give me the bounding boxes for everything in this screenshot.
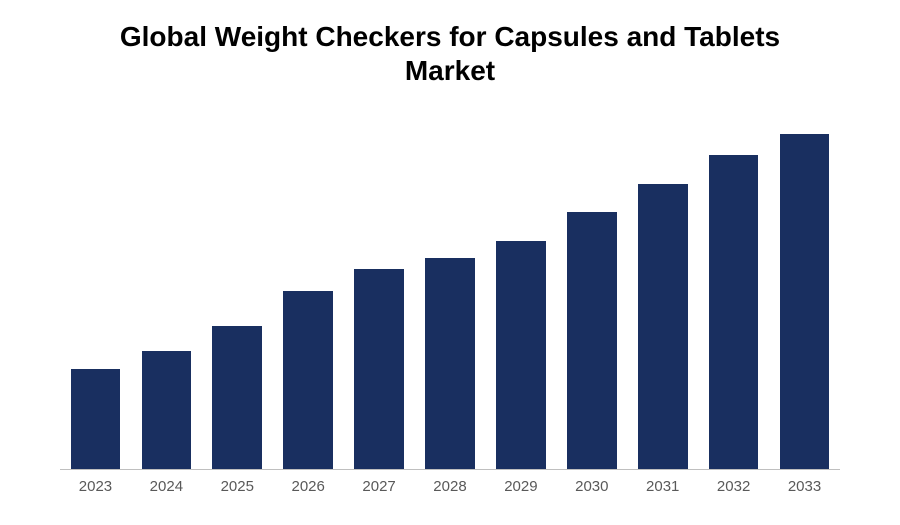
bar-2028 [425, 258, 475, 469]
x-label: 2023 [60, 478, 131, 495]
x-label: 2027 [344, 478, 415, 495]
bar-2027 [354, 269, 404, 469]
x-label: 2033 [769, 478, 840, 495]
x-label: 2026 [273, 478, 344, 495]
bar-slot [627, 112, 698, 469]
bar-slot [131, 112, 202, 469]
bar-slot [485, 112, 556, 469]
bar-slot [769, 112, 840, 469]
bar-2029 [496, 241, 546, 469]
bar-slot [698, 112, 769, 469]
x-label: 2024 [131, 478, 202, 495]
x-label: 2030 [556, 478, 627, 495]
chart-title: Global Weight Checkers for Capsules and … [40, 20, 860, 87]
chart-container: Global Weight Checkers for Capsules and … [0, 0, 900, 525]
bar-slot [202, 112, 273, 469]
bar-2031 [638, 184, 688, 469]
bar-slot [344, 112, 415, 469]
bar-2024 [142, 351, 192, 469]
x-label: 2028 [415, 478, 486, 495]
x-label: 2029 [485, 478, 556, 495]
bar-2032 [709, 155, 759, 469]
x-axis: 2023 2024 2025 2026 2027 2028 2029 2030 … [60, 478, 840, 495]
bar-2025 [212, 326, 262, 469]
bar-slot [415, 112, 486, 469]
x-label: 2032 [698, 478, 769, 495]
bars-group [60, 112, 840, 469]
x-label: 2031 [627, 478, 698, 495]
plot-area [60, 112, 840, 470]
bar-slot [556, 112, 627, 469]
bar-slot [60, 112, 131, 469]
bar-2023 [71, 369, 121, 469]
bar-2030 [567, 212, 617, 469]
bar-slot [273, 112, 344, 469]
bar-2026 [283, 291, 333, 469]
x-label: 2025 [202, 478, 273, 495]
bar-2033 [780, 134, 830, 469]
